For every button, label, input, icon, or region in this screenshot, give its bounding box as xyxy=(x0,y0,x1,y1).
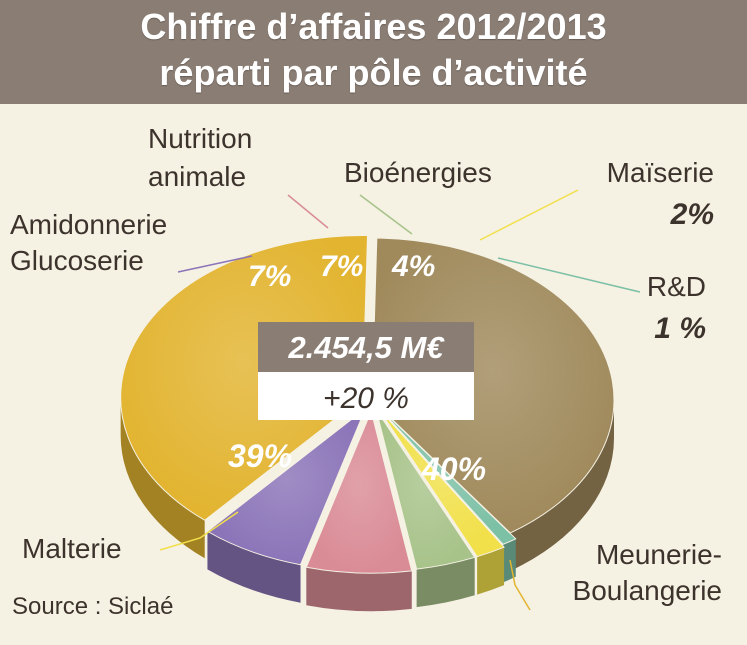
pct-rd: 1 % xyxy=(654,312,706,345)
label-nutrition-line2: animale xyxy=(148,161,246,192)
pie-side-0 xyxy=(510,400,614,571)
pie-top-faces xyxy=(120,235,615,574)
leader-meunerie xyxy=(509,559,531,611)
pct-malterie: 39% xyxy=(228,438,292,474)
leader-nutrition xyxy=(287,194,329,229)
label-maiserie: Maïserie xyxy=(607,157,714,188)
pct-bioenergies: 4% xyxy=(391,250,435,283)
total-box: 2.454,5 M€ +20 % xyxy=(258,322,474,420)
pie-side-5 xyxy=(207,531,301,603)
leader-bioenergies xyxy=(359,194,413,235)
pie-slice-highlight-3 xyxy=(376,409,475,570)
pie-slice-highlight-2 xyxy=(378,408,505,557)
source-note: Source : Siclaé xyxy=(12,593,173,620)
title-band: Chiffre d’affaires 2012/2013 réparti par… xyxy=(0,0,747,104)
pie-slice-highlight-0 xyxy=(372,238,614,533)
total-growth-bg xyxy=(258,372,474,420)
leader-maiserie xyxy=(479,189,579,241)
label-malterie: Malterie xyxy=(22,533,122,564)
pie-slice-highlight-5 xyxy=(207,408,366,565)
chart-title-line2: réparti par pôle d’activité xyxy=(159,52,588,93)
pct-nutrition: 7% xyxy=(320,250,363,283)
label-amidon-line1: Amidonnerie xyxy=(10,209,167,240)
pie-slice-highlight-6 xyxy=(120,235,368,521)
total-growth: +20 % xyxy=(323,382,409,415)
total-amount: 2.454,5 M€ xyxy=(287,330,445,365)
leader-amidon xyxy=(177,255,253,273)
chart-title-line1: Chiffre d’affaires 2012/2013 xyxy=(140,6,607,47)
label-meunerie-line1: Meunerie- xyxy=(596,539,722,570)
pct-amidon: 7% xyxy=(248,260,291,293)
pie-side-6 xyxy=(120,397,205,559)
pct-maiserie: 2% xyxy=(670,198,714,231)
pie-side-2 xyxy=(477,547,505,595)
label-nutrition-line1: Nutrition xyxy=(148,123,252,154)
pie-side-3 xyxy=(416,557,475,608)
label-amidon-line2: Glucoserie xyxy=(10,245,144,276)
pie-side-4 xyxy=(306,567,412,612)
label-rd: R&D xyxy=(647,271,706,302)
leader-rd xyxy=(497,257,641,293)
label-bioenergies: Bioénergies xyxy=(344,157,492,188)
label-meunerie-line2: Boulangerie xyxy=(573,575,722,606)
pie-slice-highlight-4 xyxy=(306,411,412,574)
pie-slice-highlight-1 xyxy=(377,405,516,545)
pie-side-walls xyxy=(120,397,614,612)
pct-meunerie: 40% xyxy=(421,451,486,487)
total-amount-bg xyxy=(258,322,474,372)
leader-lines xyxy=(159,189,641,611)
leader-malterie xyxy=(159,511,239,551)
